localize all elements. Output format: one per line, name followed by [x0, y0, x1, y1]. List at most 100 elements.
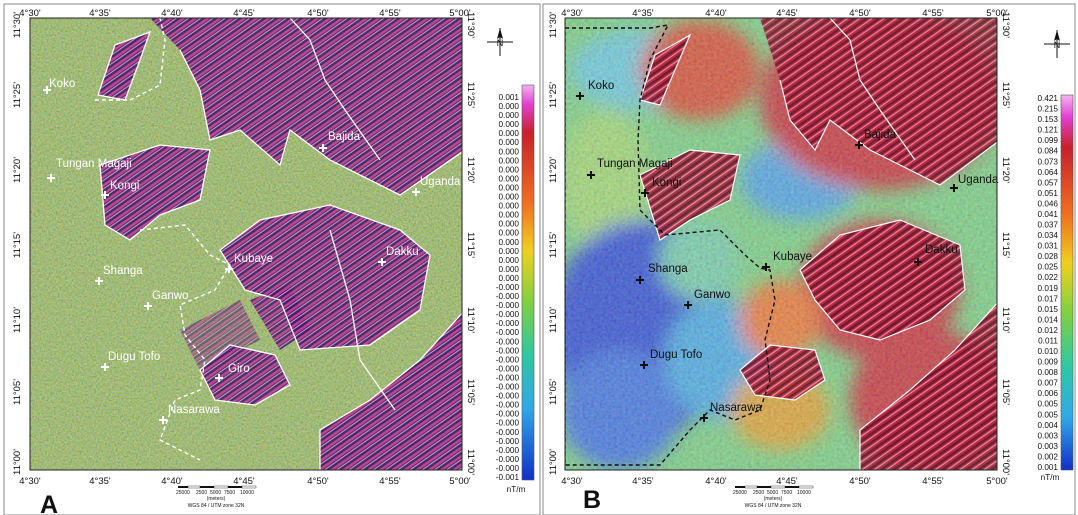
svg-text:N: N	[497, 38, 504, 48]
colorbar-label: 0.121	[1038, 126, 1059, 135]
panel-a: Koko Tungan Magaji Kongi Bajida Uganda K…	[3, 3, 541, 515]
panel-b-top-ticks: 4°30' 4°35' 4°40' 4°45' 4°50' 4°55' 5°00…	[561, 8, 1008, 19]
place-label-koko: Koko	[588, 80, 614, 92]
bottom-tick-label: 4°50'	[849, 476, 871, 487]
left-tick-label: 11°25'	[12, 82, 23, 108]
place-label-kongi: Kongi	[110, 180, 139, 192]
panel-a-bottom-ticks: 4°30' 4°35' 4°40' 4°45' 4°50' 4°55' 5°00…	[19, 476, 471, 487]
place-label-dakku: Dakku	[386, 246, 419, 258]
place-label-ganwo: Ganwo	[152, 290, 188, 302]
place-label-giro: Giro	[228, 363, 250, 375]
top-tick-label: 4°40'	[161, 8, 183, 19]
right-tick-label: 11°30'	[465, 12, 476, 38]
scalebar-tick: 2500	[176, 490, 187, 496]
bottom-tick-label: 4°35'	[632, 476, 654, 487]
scalebar-unit: (meters)	[764, 496, 783, 502]
place-label-kubaye: Kubaye	[773, 251, 812, 263]
panel-b-domain	[640, 35, 690, 105]
colorbar-label: -0.000	[496, 364, 520, 373]
bottom-tick-label: 4°45'	[233, 476, 255, 487]
panel-b-domain	[860, 303, 997, 470]
colorbar-label: -0.000	[496, 355, 520, 364]
panel-a-map	[30, 18, 462, 470]
top-tick-label: 4°55'	[379, 8, 401, 19]
colorbar-label: 0.005	[1038, 400, 1059, 409]
colorbar-label: -0.000	[496, 428, 520, 437]
scalebar-tick: 5000	[767, 490, 778, 496]
panel-a-map-border	[29, 17, 463, 471]
bottom-tick-label: 4°55'	[922, 476, 944, 487]
colorbar-label: 0.000	[499, 220, 520, 229]
left-tick-label: 11°10'	[12, 307, 23, 333]
top-tick-label: 4°45'	[233, 8, 255, 19]
colorbar-label: 0.000	[499, 193, 520, 202]
right-tick-label: 11°30'	[1000, 12, 1011, 38]
colorbar-label: 0.000	[499, 102, 520, 111]
scalebar-tick: 2500	[753, 490, 764, 496]
colorbar-label: 0.031	[1038, 242, 1059, 251]
place-label-kongi: Kongi	[652, 177, 681, 189]
right-tick-label: 11°00'	[465, 449, 476, 475]
scalebar-projection: WGS 84 / UTM zone 32N	[745, 503, 802, 509]
top-tick-label: 4°55'	[922, 8, 944, 19]
colorbar-label: 0.084	[1038, 147, 1059, 156]
top-tick-label: 4°40'	[705, 8, 727, 19]
colorbar-label: -0.000	[496, 328, 520, 337]
right-tick-label: 11°10'	[1000, 307, 1011, 333]
panel-a-top-ticks: 4°30' 4°35' 4°40' 4°45' 4°50' 4°55' 5°00…	[19, 8, 471, 19]
panel-a-scalebar: 2500 0 2500 5000 7500 10000 (meters) WGS…	[176, 485, 257, 509]
colorbar-label: -0.000	[496, 374, 520, 383]
colorbar-label: 0.034	[1038, 231, 1059, 240]
colorbar-label: 0.009	[1038, 358, 1059, 367]
colorbar-label: 0.004	[1038, 421, 1059, 430]
colorbar-label: 0.005	[1038, 410, 1059, 419]
place-label-bajida: Bajida	[864, 129, 897, 141]
left-tick-label: 11°10'	[548, 307, 559, 333]
right-tick-label: 11°15'	[465, 232, 476, 258]
right-tick-label: 11°25'	[465, 82, 476, 108]
panel-b-label: B	[583, 486, 601, 514]
colorbar-label: 0.000	[499, 129, 520, 138]
colorbar-label: 0.000	[499, 256, 520, 265]
colorbar-label: 0.215	[1038, 105, 1059, 114]
panel-a-label: A	[40, 491, 58, 515]
colorbar-label: 0.000	[499, 229, 520, 238]
panel-a-right-ticks: 11°30' 11°25' 11°20' 11°15' 11°10' 11°05…	[465, 12, 476, 475]
place-label-nasarawa: Nasarawa	[710, 402, 762, 414]
colorbar-label: 0.000	[499, 147, 520, 156]
panel-a-domain	[220, 205, 430, 350]
left-tick-label: 11°25'	[548, 82, 559, 108]
colorbar-label: 0.003	[1038, 442, 1059, 451]
colorbar-label: 0.028	[1038, 252, 1059, 261]
bottom-tick-label: 4°40'	[161, 476, 183, 487]
bottom-tick-label: 4°40'	[705, 476, 727, 487]
colorbar-label: 0.007	[1038, 379, 1059, 388]
scalebar-tick: 0	[187, 490, 190, 496]
panel-a-colorbar	[521, 84, 535, 481]
colorbar-label: 0.046	[1038, 199, 1059, 208]
place-label-koko: Koko	[49, 78, 75, 90]
top-tick-label: 4°50'	[307, 8, 329, 19]
colorbar-label: 0.010	[1038, 347, 1059, 356]
left-tick-label: 11°20'	[548, 157, 559, 183]
colorbar-label: 0.002	[1038, 453, 1059, 462]
panel-a-colorbar-unit: nT/m	[507, 485, 526, 494]
top-tick-label: 4°35'	[89, 8, 111, 19]
top-tick-label: 4°30'	[561, 8, 583, 19]
colorbar-label: -0.000	[496, 283, 520, 292]
place-label-dugu-tofo: Dugu Tofo	[108, 351, 160, 363]
left-tick-label: 11°30'	[548, 12, 559, 38]
colorbar-label: 0.099	[1038, 136, 1059, 145]
left-tick-label: 11°05'	[548, 379, 559, 405]
left-tick-label: 11°00'	[12, 449, 23, 475]
panel-b-outlines	[639, 18, 997, 470]
colorbar-label: 0.000	[499, 211, 520, 220]
place-label-dugu-tofo: Dugu Tofo	[650, 349, 702, 361]
scalebar-tick: 5000	[210, 490, 221, 496]
bottom-tick-label: 5°00'	[986, 476, 1008, 487]
colorbar-label: 0.057	[1038, 178, 1059, 187]
bottom-tick-label: 4°30'	[19, 476, 41, 487]
colorbar-label: 0.000	[499, 156, 520, 165]
panel-b-domain	[800, 220, 965, 340]
colorbar-label: -0.000	[496, 319, 520, 328]
